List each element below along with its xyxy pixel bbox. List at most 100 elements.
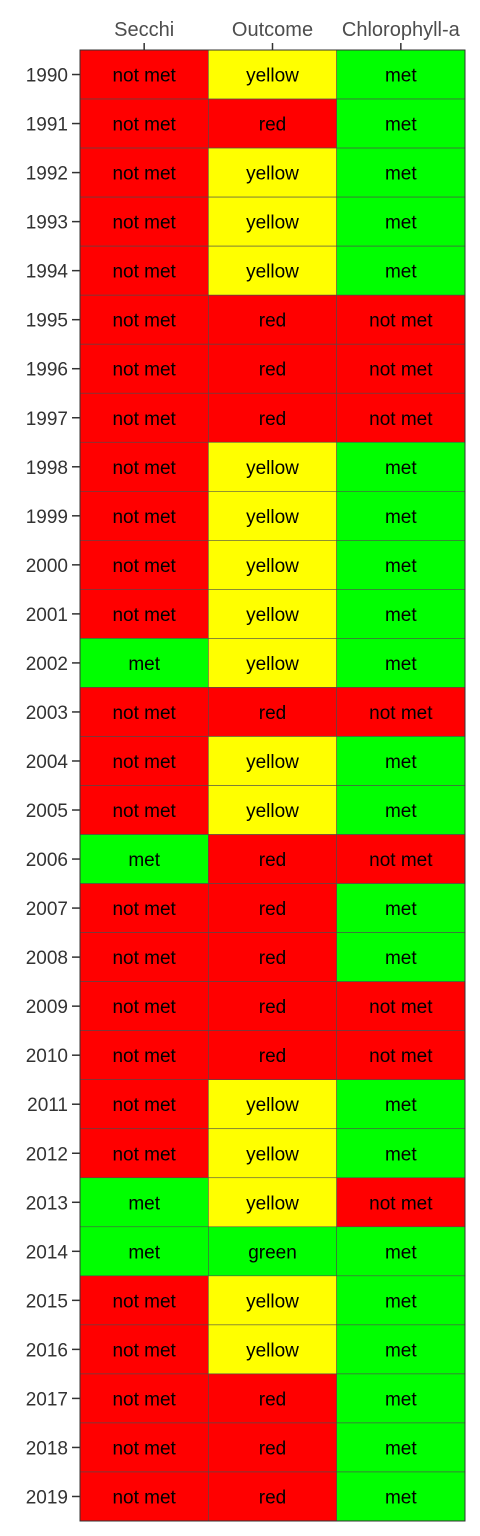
cell-2018-secchi: not met [79, 1422, 209, 1473]
cell-label: met [385, 262, 417, 283]
cell-label: yellow [246, 605, 299, 626]
row-axis: 1990 1991 1992 1993 1994 1995 1996 1997 1998 1999… [26, 66, 80, 1508]
cell-2001-chlorophyll-a: met [336, 589, 466, 639]
cell-2014-chlorophyll-a: met [336, 1226, 466, 1277]
cell-2007-outcome: red [208, 883, 337, 933]
cell-2009-chlorophyll-a: not met [336, 981, 466, 1031]
cell-label: met [128, 1242, 160, 1263]
cell-2019-outcome: red [208, 1471, 337, 1522]
cell-2010-outcome: red [208, 1030, 337, 1080]
cell-rect [208, 392, 337, 443]
cell-label: met [385, 213, 417, 234]
cell-rect [79, 736, 209, 786]
cell-rect [79, 490, 209, 541]
cell-2005-outcome: yellow [208, 785, 337, 835]
cell-label: not met [112, 1144, 176, 1165]
cell-label: not met [112, 507, 176, 528]
cell-1994-outcome: yellow [208, 245, 337, 296]
cell-rect [336, 1177, 466, 1228]
row-label-1999: 1999 [26, 507, 68, 528]
cell-rect [79, 1030, 209, 1080]
cell-label: not met [112, 703, 176, 724]
cell-1998-chlorophyll-a: met [336, 441, 466, 492]
cell-rect [79, 98, 209, 149]
cell-2016-outcome: yellow [208, 1324, 337, 1375]
cell-2006-chlorophyll-a: not met [336, 834, 466, 884]
cell-label: met [385, 507, 417, 528]
cell-rect [79, 392, 209, 443]
cell-label: yellow [246, 1144, 299, 1165]
row-label-2008: 2008 [26, 948, 68, 969]
cell-2005-secchi: not met [79, 785, 209, 835]
cell-rect [208, 932, 337, 982]
cell-rect [336, 441, 466, 492]
cell-2011-chlorophyll-a: met [336, 1079, 466, 1130]
row-label-2003: 2003 [26, 703, 68, 724]
column-label-secchi: Secchi [114, 19, 174, 41]
cell-1992-chlorophyll-a: met [336, 147, 466, 198]
cell-2010-secchi: not met [79, 1030, 209, 1080]
cell-label: yellow [246, 556, 299, 577]
cell-rect [79, 1422, 209, 1473]
cell-label: not met [112, 458, 176, 479]
cell-label: not met [112, 66, 176, 87]
cell-label: not met [112, 899, 176, 920]
cell-rect [336, 1275, 466, 1326]
cell-rect [79, 540, 209, 590]
cell-rect [336, 638, 466, 688]
cell-rect [208, 785, 337, 835]
row-label-1990: 1990 [26, 66, 68, 87]
cell-label: not met [369, 1193, 433, 1214]
cell-1998-secchi: not met [79, 441, 209, 492]
cell-1992-secchi: not met [79, 147, 209, 198]
cell-rect [79, 932, 209, 982]
cell-label: met [385, 1144, 417, 1165]
row-label-2001: 2001 [26, 605, 68, 626]
cell-1995-outcome: red [208, 294, 337, 345]
cell-label: yellow [246, 458, 299, 479]
row-label-2019: 2019 [26, 1487, 68, 1508]
column-axis: Secchi Outcome Chlorophyll-a [114, 19, 461, 50]
cell-rect [79, 441, 209, 492]
cell-label: yellow [246, 1193, 299, 1214]
cell-1994-chlorophyll-a: met [336, 245, 466, 296]
row-label-2017: 2017 [26, 1389, 68, 1410]
cell-1997-chlorophyll-a: not met [336, 392, 466, 443]
cell-rect [336, 245, 466, 296]
row-label-2016: 2016 [26, 1340, 68, 1361]
cell-2007-secchi: not met [79, 883, 209, 933]
cell-label: red [259, 850, 286, 871]
cell-label: not met [369, 360, 433, 381]
cell-2004-secchi: not met [79, 736, 209, 786]
cell-rect [336, 1226, 466, 1277]
cell-label: red [259, 360, 286, 381]
cell-2001-secchi: not met [79, 589, 209, 639]
cell-rect [336, 1128, 466, 1179]
cell-1993-outcome: yellow [208, 196, 337, 247]
cell-rect [208, 834, 337, 884]
cell-rect [208, 1471, 337, 1522]
cell-label: met [128, 1193, 160, 1214]
cell-rect [79, 49, 209, 100]
cell-label: met [385, 1095, 417, 1116]
cell-label: met [385, 115, 417, 136]
row-label-1992: 1992 [26, 164, 68, 185]
cell-1993-secchi: not met [79, 196, 209, 247]
cell-2019-chlorophyll-a: met [336, 1471, 466, 1522]
cell-label: not met [112, 752, 176, 773]
cell-label: yellow [246, 164, 299, 185]
cell-rect [336, 1422, 466, 1473]
cell-rect [208, 1177, 337, 1228]
cell-2000-chlorophyll-a: met [336, 540, 466, 590]
cell-rect [79, 834, 209, 884]
cell-label: not met [112, 311, 176, 332]
cell-2000-secchi: not met [79, 540, 209, 590]
cell-label: red [259, 997, 286, 1018]
cell-2008-secchi: not met [79, 932, 209, 982]
cell-1991-outcome: red [208, 98, 337, 149]
cell-2008-outcome: red [208, 932, 337, 982]
cell-label: met [385, 1438, 417, 1459]
cell-label: not met [112, 262, 176, 283]
cell-label: met [128, 850, 160, 871]
cell-2010-chlorophyll-a: not met [336, 1030, 466, 1080]
